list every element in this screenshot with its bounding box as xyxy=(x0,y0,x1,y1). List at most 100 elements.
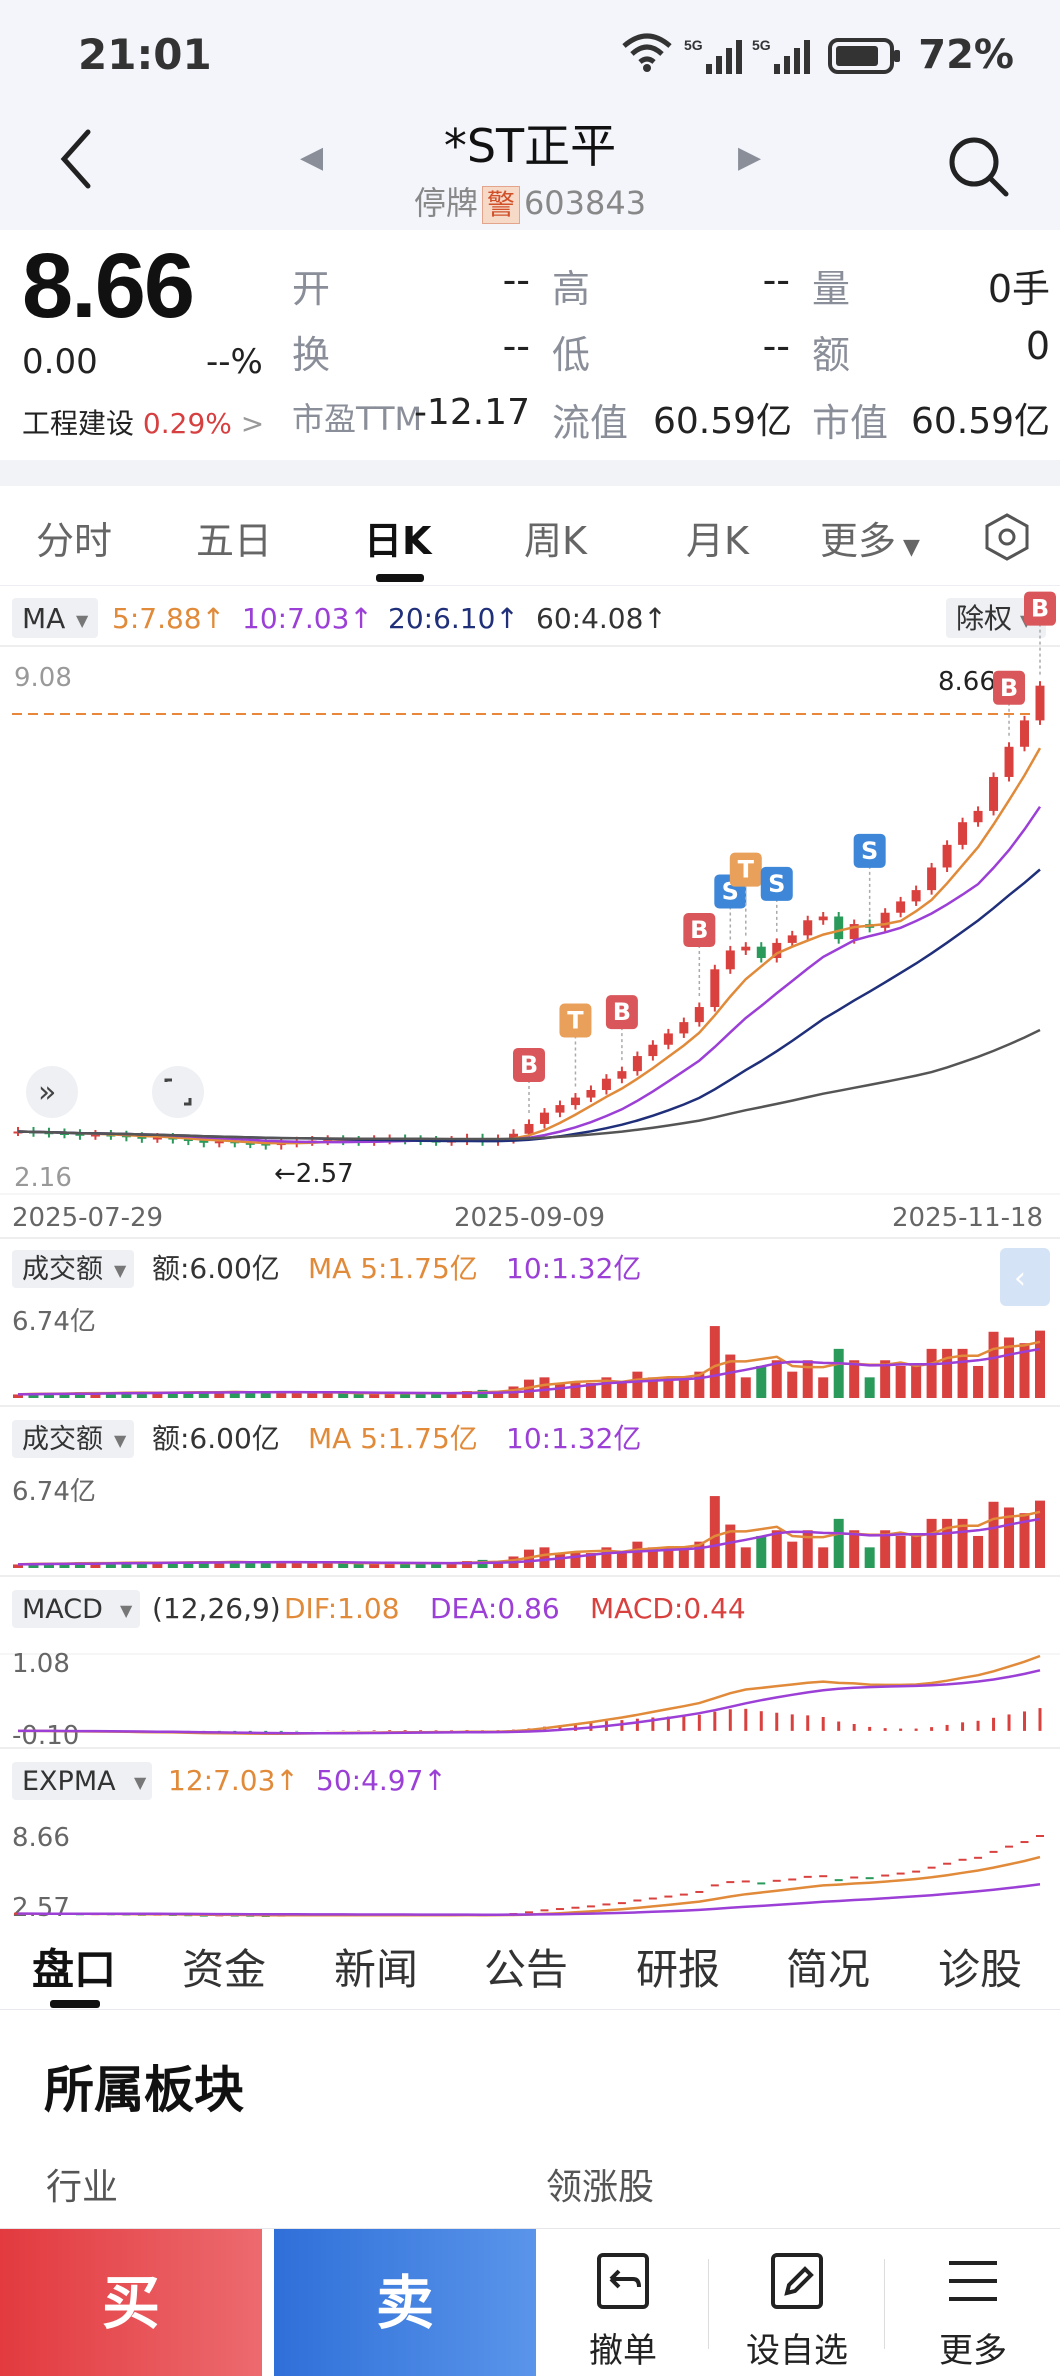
amount-value: 0 xyxy=(1025,324,1050,368)
tab-fund-flow[interactable]: 资金 xyxy=(182,1945,267,1994)
double-chevron-right-icon[interactable]: » xyxy=(38,1075,56,1110)
candle-body xyxy=(199,1140,209,1143)
tab-order-book[interactable]: 盘口 xyxy=(32,1945,117,1994)
volume-bar xyxy=(756,1365,767,1398)
volume-bar xyxy=(942,1518,953,1568)
ma-selector[interactable]: MA xyxy=(22,602,65,635)
tab-monthly-k[interactable]: 月K xyxy=(686,519,749,563)
pe-value: -12.17 xyxy=(413,392,530,433)
volume-bar xyxy=(694,1371,705,1398)
more-button[interactable]: 更多 xyxy=(888,2229,1058,2376)
date-mid: 2025-09-09 xyxy=(454,1203,605,1233)
volume-bar xyxy=(260,1392,271,1398)
tab-diagnosis[interactable]: 诊股 xyxy=(938,1945,1023,1994)
search-icon[interactable] xyxy=(946,134,1010,202)
macd-selector[interactable]: MACD xyxy=(22,1594,103,1625)
candle-body xyxy=(214,1141,224,1144)
sell-button[interactable]: 卖 xyxy=(274,2229,536,2376)
volume-bar xyxy=(493,1561,504,1568)
volume-bar xyxy=(1019,1513,1030,1568)
ma20-value: 20:6.10↑ xyxy=(388,602,519,635)
section-title: 所属板块 xyxy=(44,2061,244,2119)
trade-marker-badge xyxy=(760,866,793,901)
tab-intraday[interactable]: 分时 xyxy=(36,519,113,563)
add-watchlist-button[interactable]: 设自选 xyxy=(712,2229,882,2376)
volume-bar xyxy=(895,1535,906,1568)
next-stock-icon[interactable]: ▶ xyxy=(738,140,762,175)
volume-bar xyxy=(864,1377,875,1398)
chevron-left-icon: ‹ xyxy=(1014,1261,1026,1296)
volume-ma10-1: 10:1.32亿 xyxy=(506,1252,641,1285)
fullscreen-button[interactable] xyxy=(152,1066,204,1118)
buy-button[interactable]: 买 xyxy=(0,2229,262,2376)
tab-announcements[interactable]: 公告 xyxy=(484,1945,569,1994)
tab-weekly-k[interactable]: 周K xyxy=(524,519,587,563)
separator xyxy=(884,2259,885,2349)
sector-name: 工程建设 xyxy=(22,407,135,440)
adjust-selector[interactable]: 除权 xyxy=(956,602,1012,635)
back-icon[interactable] xyxy=(56,124,96,210)
candle-body xyxy=(617,1071,627,1079)
settings-hexagon-icon[interactable] xyxy=(982,512,1032,566)
expand-button[interactable] xyxy=(26,1066,78,1118)
volume-selector-box-1[interactable] xyxy=(12,1250,134,1288)
tab-daily-k[interactable]: 日K xyxy=(364,519,432,563)
volume-bar xyxy=(554,1383,565,1398)
volume-selector-1[interactable]: 成交额 xyxy=(22,1254,103,1285)
sector-link[interactable]: 工程建设 0.29% > xyxy=(22,402,264,442)
volume-bar xyxy=(229,1392,240,1398)
tab-profile[interactable]: 简况 xyxy=(786,1945,871,1994)
candle-body xyxy=(570,1097,580,1106)
volume-bar xyxy=(384,1563,395,1568)
volume-bar xyxy=(957,1348,968,1398)
ma-legend: MA ▼ 5:7.88↑ 10:7.03↑ 20:6.10↑ 60:4.08↑ … xyxy=(12,598,1046,638)
ma60-value: 60:4.08↑ xyxy=(536,602,667,635)
volume-selector-2[interactable]: 成交额 xyxy=(22,1424,103,1455)
ma-selector-box[interactable] xyxy=(12,598,98,638)
prev-stock-icon[interactable]: ◀ xyxy=(300,140,324,175)
volume-bar xyxy=(895,1365,906,1398)
candle-body xyxy=(818,916,828,921)
sector-pct: 0.29% xyxy=(142,407,232,440)
volume-bar xyxy=(802,1360,813,1398)
volume-bar xyxy=(973,1535,984,1568)
volume-bar xyxy=(663,1377,674,1398)
expma-selector[interactable]: EXPMA xyxy=(22,1766,116,1797)
macd-selector-box[interactable] xyxy=(12,1590,140,1628)
tab-research[interactable]: 研报 xyxy=(636,1945,721,1994)
adjust-selector-box[interactable] xyxy=(946,598,1046,638)
cancel-order-button[interactable]: 撤单 xyxy=(538,2229,708,2376)
volume-bar xyxy=(725,1524,736,1568)
volume-bar xyxy=(911,1535,922,1568)
kline-chart-area[interactable]: MA ▼ 5:7.88↑ 10:7.03↑ 20:6.10↑ 60:4.08↑ … xyxy=(0,586,1060,1920)
candle-body xyxy=(59,1133,69,1136)
kline-chart-svg[interactable]: MA ▼ 5:7.88↑ 10:7.03↑ 20:6.10↑ 60:4.08↑ … xyxy=(0,586,1060,1920)
tab-news[interactable]: 新闻 xyxy=(334,1945,419,1994)
trade-marker-label: T xyxy=(738,856,755,884)
candle-body xyxy=(152,1137,162,1140)
volume-selector-box-2[interactable] xyxy=(12,1420,134,1458)
bottom-action-bar: 买 卖 撤单 设自选 更多 xyxy=(0,2228,1060,2376)
volume-bar xyxy=(493,1391,504,1398)
tab-more[interactable]: 更多 ▼ xyxy=(820,510,920,565)
candle-body xyxy=(772,942,782,958)
volume-bar xyxy=(121,1562,132,1568)
open-label: 开 xyxy=(292,267,331,311)
tab-five-day[interactable]: 五日 xyxy=(196,519,273,563)
wifi-icon xyxy=(620,32,674,79)
volume-bar xyxy=(663,1547,674,1568)
collapse-panel-button[interactable] xyxy=(1000,1248,1050,1306)
ma10-value: 10:7.03↑ xyxy=(242,602,373,635)
macd-dif-line xyxy=(18,1654,1041,1736)
trade-marker-badge xyxy=(683,913,716,948)
volume-bar xyxy=(709,1326,720,1398)
trade-marker-label: B xyxy=(613,998,631,1026)
volume-bar xyxy=(121,1392,132,1398)
sector-section: 所属板块 行业 领涨股 xyxy=(0,2010,1060,2230)
expma-selector-box[interactable] xyxy=(12,1762,152,1800)
candle-body xyxy=(756,946,766,958)
volume-bar xyxy=(787,1371,798,1398)
trade-marker-badge xyxy=(993,670,1026,705)
expma-group xyxy=(14,1835,1044,1917)
volume-label: 量 xyxy=(812,267,851,311)
